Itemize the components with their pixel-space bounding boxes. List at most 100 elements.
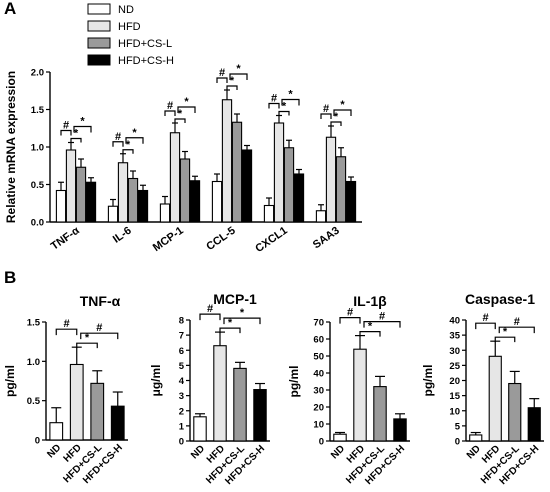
- sig-bracket-nd-hfd-label: #: [482, 312, 488, 324]
- y-axis-title: pg/ml: [3, 365, 17, 397]
- chart-a-mrna-expression: 0.0 0.5 1.0 1.5 2.0 Relative mRNA expression #…: [4, 63, 362, 255]
- y-axis-title: pg/ml: [421, 365, 435, 397]
- y-tick-label: 2: [179, 406, 184, 417]
- sig-bracket-hfd-csh: [125, 137, 144, 144]
- y-tick-label: 0: [179, 437, 184, 448]
- bar-hfd-cs-l-il-6: [127, 177, 139, 223]
- sig-bracket-hfd-csh-label: *: [340, 99, 345, 111]
- bar-hfd-mcp-1: [169, 132, 181, 223]
- bar-hfd-cs-h-cxcl1: [293, 173, 305, 223]
- bar-hfd-cs-l: [233, 367, 247, 442]
- sig-bracket-nd-hfd-label: #: [271, 93, 277, 105]
- bar-nd-mcp-1: [159, 203, 171, 223]
- x-category-label: MCP-1: [151, 225, 186, 254]
- sig-bracket-nd-hfd-label: #: [207, 303, 213, 315]
- sig-bracket-hfd-csl: [226, 85, 238, 90]
- y-tick-label: 1.5: [27, 318, 41, 329]
- sig-bracket-nd-hfd: [320, 113, 332, 119]
- sig-bracket-hfd-csl: [359, 331, 381, 337]
- sig-bracket-hfd-csh: [229, 73, 248, 80]
- bar-nd: [333, 433, 347, 442]
- bar-nd: [469, 434, 483, 442]
- y-tick-label: 60: [313, 335, 324, 346]
- bar-hfd-cs-l-saa3: [335, 156, 347, 223]
- y-tick-label: 2.0: [31, 68, 44, 79]
- bar-hfd: [353, 348, 367, 442]
- bar-hfd-cs-h-mcp-1: [189, 180, 201, 223]
- sig-bracket-hfd-csh-label: *: [80, 116, 85, 128]
- sig-bracket-hfd-csl: [278, 110, 290, 116]
- y-tick-label: 0.5: [31, 180, 45, 191]
- bar-hfd-cs-h-tnf: [85, 181, 97, 223]
- panel-b-letter: B: [4, 268, 16, 287]
- bar-hfd-cs-h-ccl-5: [241, 149, 253, 223]
- sig-bracket-hfd-csl: [494, 336, 516, 343]
- sig-bracket-nd-hfd-label: #: [115, 131, 121, 143]
- bar-hfd-ccl-5: [221, 99, 233, 223]
- bar-hfd-cs-h: [110, 405, 125, 441]
- sig-bracket-hfd-csl-label: *: [368, 321, 373, 333]
- y-tick-label: 4: [179, 376, 185, 387]
- y-tick-label: 0: [455, 437, 460, 448]
- bar-hfd-cs-h: [393, 418, 407, 442]
- x-category-label: CCL-5: [204, 225, 237, 253]
- sig-bracket-nd-hfd: [164, 110, 176, 116]
- bar-nd: [49, 422, 64, 441]
- sig-bracket-hfd-csl-label: *: [230, 75, 235, 87]
- sig-bracket-hfd-csh: [80, 332, 119, 340]
- legend-label-hfd-cs-l: HFD+CS-L: [118, 38, 172, 50]
- legend-label-nd: ND: [118, 4, 134, 16]
- legend-swatch-hfd-cs-l: [87, 37, 111, 49]
- sig-bracket-hfd-csl: [330, 121, 342, 126]
- sig-bracket-nd-hfd-label: #: [63, 318, 69, 330]
- y-tick-label: 25: [449, 361, 460, 372]
- x-category-label: ND: [45, 442, 63, 460]
- sig-bracket-nd-hfd: [55, 328, 78, 336]
- x-category-label: IL-6: [111, 225, 134, 246]
- chart-title: IL-1β: [353, 293, 387, 309]
- y-tick-label: 35: [449, 331, 460, 342]
- sig-bracket-hfd-csl-label: *: [126, 139, 131, 151]
- bar-hfd: [488, 355, 502, 442]
- bar-hfd-saa3: [325, 136, 337, 223]
- y-tick-label: 1.5: [31, 105, 45, 116]
- sig-bracket-hfd-csh: [223, 317, 261, 325]
- bar-hfd-tnf: [65, 149, 77, 223]
- sig-bracket-nd-hfd: [475, 322, 496, 330]
- y-tick-label: 1: [179, 421, 185, 432]
- sig-bracket-hfd-csh: [73, 125, 92, 133]
- legend-label-hfd: HFD: [118, 21, 141, 33]
- sig-bracket-hfd-csh: [498, 326, 535, 334]
- y-tick-label: 15: [449, 391, 460, 402]
- sig-bracket-hfd-csh-label: *: [236, 63, 241, 75]
- chart-title: MCP-1: [213, 291, 257, 307]
- sig-bracket-hfd-csh-label: *: [132, 127, 137, 139]
- y-tick-label: 10: [449, 406, 460, 417]
- sig-bracket-nd-hfd-label: #: [347, 307, 353, 319]
- sig-bracket-nd-hfd: [339, 317, 361, 324]
- y-tick-label: 0: [35, 436, 40, 447]
- legend-label-hfd-cs-h: HFD+CS-H: [118, 55, 174, 67]
- sig-bracket-hfd-csl-label: *: [334, 111, 339, 123]
- sig-bracket-hfd-csh-label: #: [514, 316, 520, 328]
- panel-a-letter: A: [4, 0, 16, 18]
- sig-bracket-hfd-csl-label: *: [503, 326, 508, 338]
- y-tick-label: 10: [313, 420, 324, 431]
- sig-bracket-nd-hfd-label: #: [219, 67, 225, 79]
- sig-bracket-hfd-csl-label: *: [228, 317, 233, 329]
- sig-bracket-hfd-csl-label: *: [74, 128, 79, 140]
- sig-bracket-nd-hfd-label: #: [167, 100, 173, 112]
- sig-bracket-hfd-csl: [70, 137, 82, 143]
- legend-swatch-hfd: [87, 20, 111, 32]
- bar-hfd-cxcl1: [273, 122, 285, 223]
- sig-bracket-hfd-csl-label: *: [178, 108, 183, 120]
- chart-title: Caspase-1: [465, 291, 535, 307]
- sig-bracket-hfd-csl-label: *: [282, 101, 287, 113]
- bar-nd-ccl-5: [211, 180, 223, 223]
- chart-b-tnf-alpha: TNF-α00.51.01.5pg/mlNDHFDHFD+CS-LHFD+CS-…: [3, 293, 128, 486]
- y-tick-label: 5: [455, 421, 461, 432]
- y-axis-title: μg/ml: [149, 364, 163, 396]
- bar-hfd: [69, 363, 84, 441]
- y-axis-title: pg/ml: [287, 366, 301, 398]
